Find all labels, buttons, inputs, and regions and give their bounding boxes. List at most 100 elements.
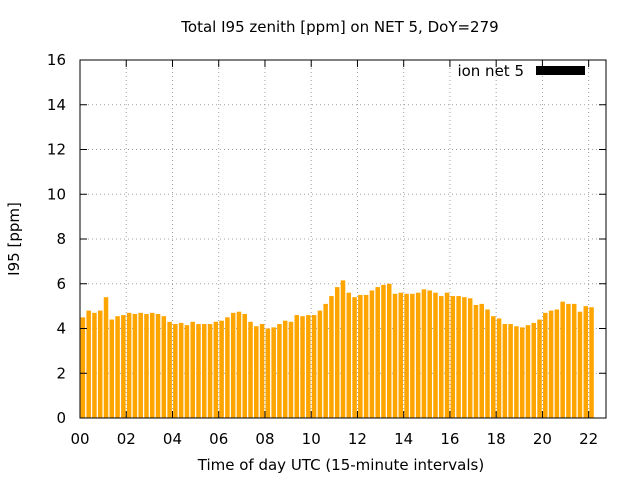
bar: [103, 297, 109, 418]
y-tick-label: 8: [56, 230, 66, 248]
bar: [514, 326, 519, 418]
bar: [340, 280, 346, 418]
bar: [566, 303, 571, 418]
bar: [115, 316, 120, 418]
bar: [311, 315, 317, 418]
bar: [254, 326, 259, 418]
bar: [138, 312, 143, 418]
x-tick-label: 14: [394, 430, 413, 448]
bar: [485, 309, 490, 418]
bar: [306, 315, 311, 418]
bar: [184, 325, 190, 418]
bar: [196, 324, 201, 418]
y-tick-label: 6: [56, 275, 66, 293]
bar: [300, 316, 305, 418]
bar: [317, 310, 323, 418]
bars: [80, 280, 594, 418]
bar: [97, 310, 103, 418]
bar: [363, 294, 369, 418]
bar: [554, 309, 560, 418]
bar: [126, 312, 132, 418]
x-tick-label: 18: [487, 430, 506, 448]
bar: [433, 292, 438, 418]
bar: [410, 293, 415, 418]
bar: [392, 293, 398, 418]
bar: [86, 310, 91, 418]
bar: [149, 312, 155, 418]
bar: [248, 321, 253, 418]
bar: [473, 305, 479, 418]
bar: [496, 318, 502, 418]
bar: [161, 316, 167, 418]
bar: [502, 324, 508, 418]
bar: [259, 324, 265, 418]
legend: ion net 5: [457, 62, 585, 80]
bar: [467, 298, 473, 418]
bar: [525, 325, 531, 418]
bar: [92, 312, 97, 418]
bar: [531, 322, 537, 418]
bar: [236, 311, 242, 418]
bar: [225, 317, 230, 418]
bar: [277, 324, 282, 418]
bar: [219, 320, 224, 418]
bar: [548, 310, 554, 418]
bar: [560, 301, 565, 418]
bar: [132, 313, 138, 418]
bar: [352, 297, 357, 418]
bar: [421, 289, 427, 418]
x-tick-label: 04: [163, 430, 182, 448]
bar: [207, 324, 213, 418]
bar: [462, 297, 467, 418]
y-tick-label: 14: [47, 96, 66, 114]
legend-label: ion net 5: [457, 62, 524, 80]
bar: [329, 296, 334, 418]
bar: [109, 319, 115, 418]
y-tick-label: 0: [56, 409, 66, 427]
bar: [589, 307, 594, 418]
bar: [444, 292, 450, 418]
bar: [358, 294, 363, 418]
bar: [334, 287, 340, 418]
x-tick-label: 20: [533, 430, 552, 448]
legend-swatch: [536, 66, 585, 75]
bar: [519, 327, 525, 418]
x-tick-label: 08: [255, 430, 274, 448]
bar: [242, 313, 247, 418]
bar: [369, 290, 375, 418]
bar: [404, 293, 409, 418]
bar: [190, 321, 195, 418]
bar: [80, 317, 86, 418]
bar: [173, 324, 178, 418]
bar: [543, 312, 548, 418]
x-tick-label: 22: [579, 430, 598, 448]
bar: [167, 321, 172, 418]
bar: [571, 303, 577, 418]
bar: [323, 303, 328, 418]
bar: [583, 306, 589, 418]
bar: [202, 324, 207, 418]
ticks: [79, 59, 606, 419]
x-tick-label: 02: [117, 430, 136, 448]
bar: [178, 322, 184, 418]
y-tick-label: 2: [56, 364, 66, 382]
bar: [288, 321, 294, 418]
bar: [577, 311, 583, 418]
bar: [537, 319, 542, 418]
bar: [346, 292, 352, 418]
bar: [144, 313, 149, 418]
bar: [155, 313, 161, 418]
bar: [294, 315, 300, 418]
bar: [265, 328, 271, 418]
x-tick-label: 10: [302, 430, 321, 448]
y-tick-label: 12: [47, 141, 66, 159]
bar: [271, 327, 276, 418]
y-tick-label: 16: [47, 51, 66, 69]
x-tick-label: 06: [209, 430, 228, 448]
x-tick-label: 12: [348, 430, 367, 448]
y-tick-label: 4: [56, 320, 66, 338]
x-tick-label: 16: [440, 430, 459, 448]
bar: [456, 296, 461, 418]
bar: [427, 290, 432, 418]
